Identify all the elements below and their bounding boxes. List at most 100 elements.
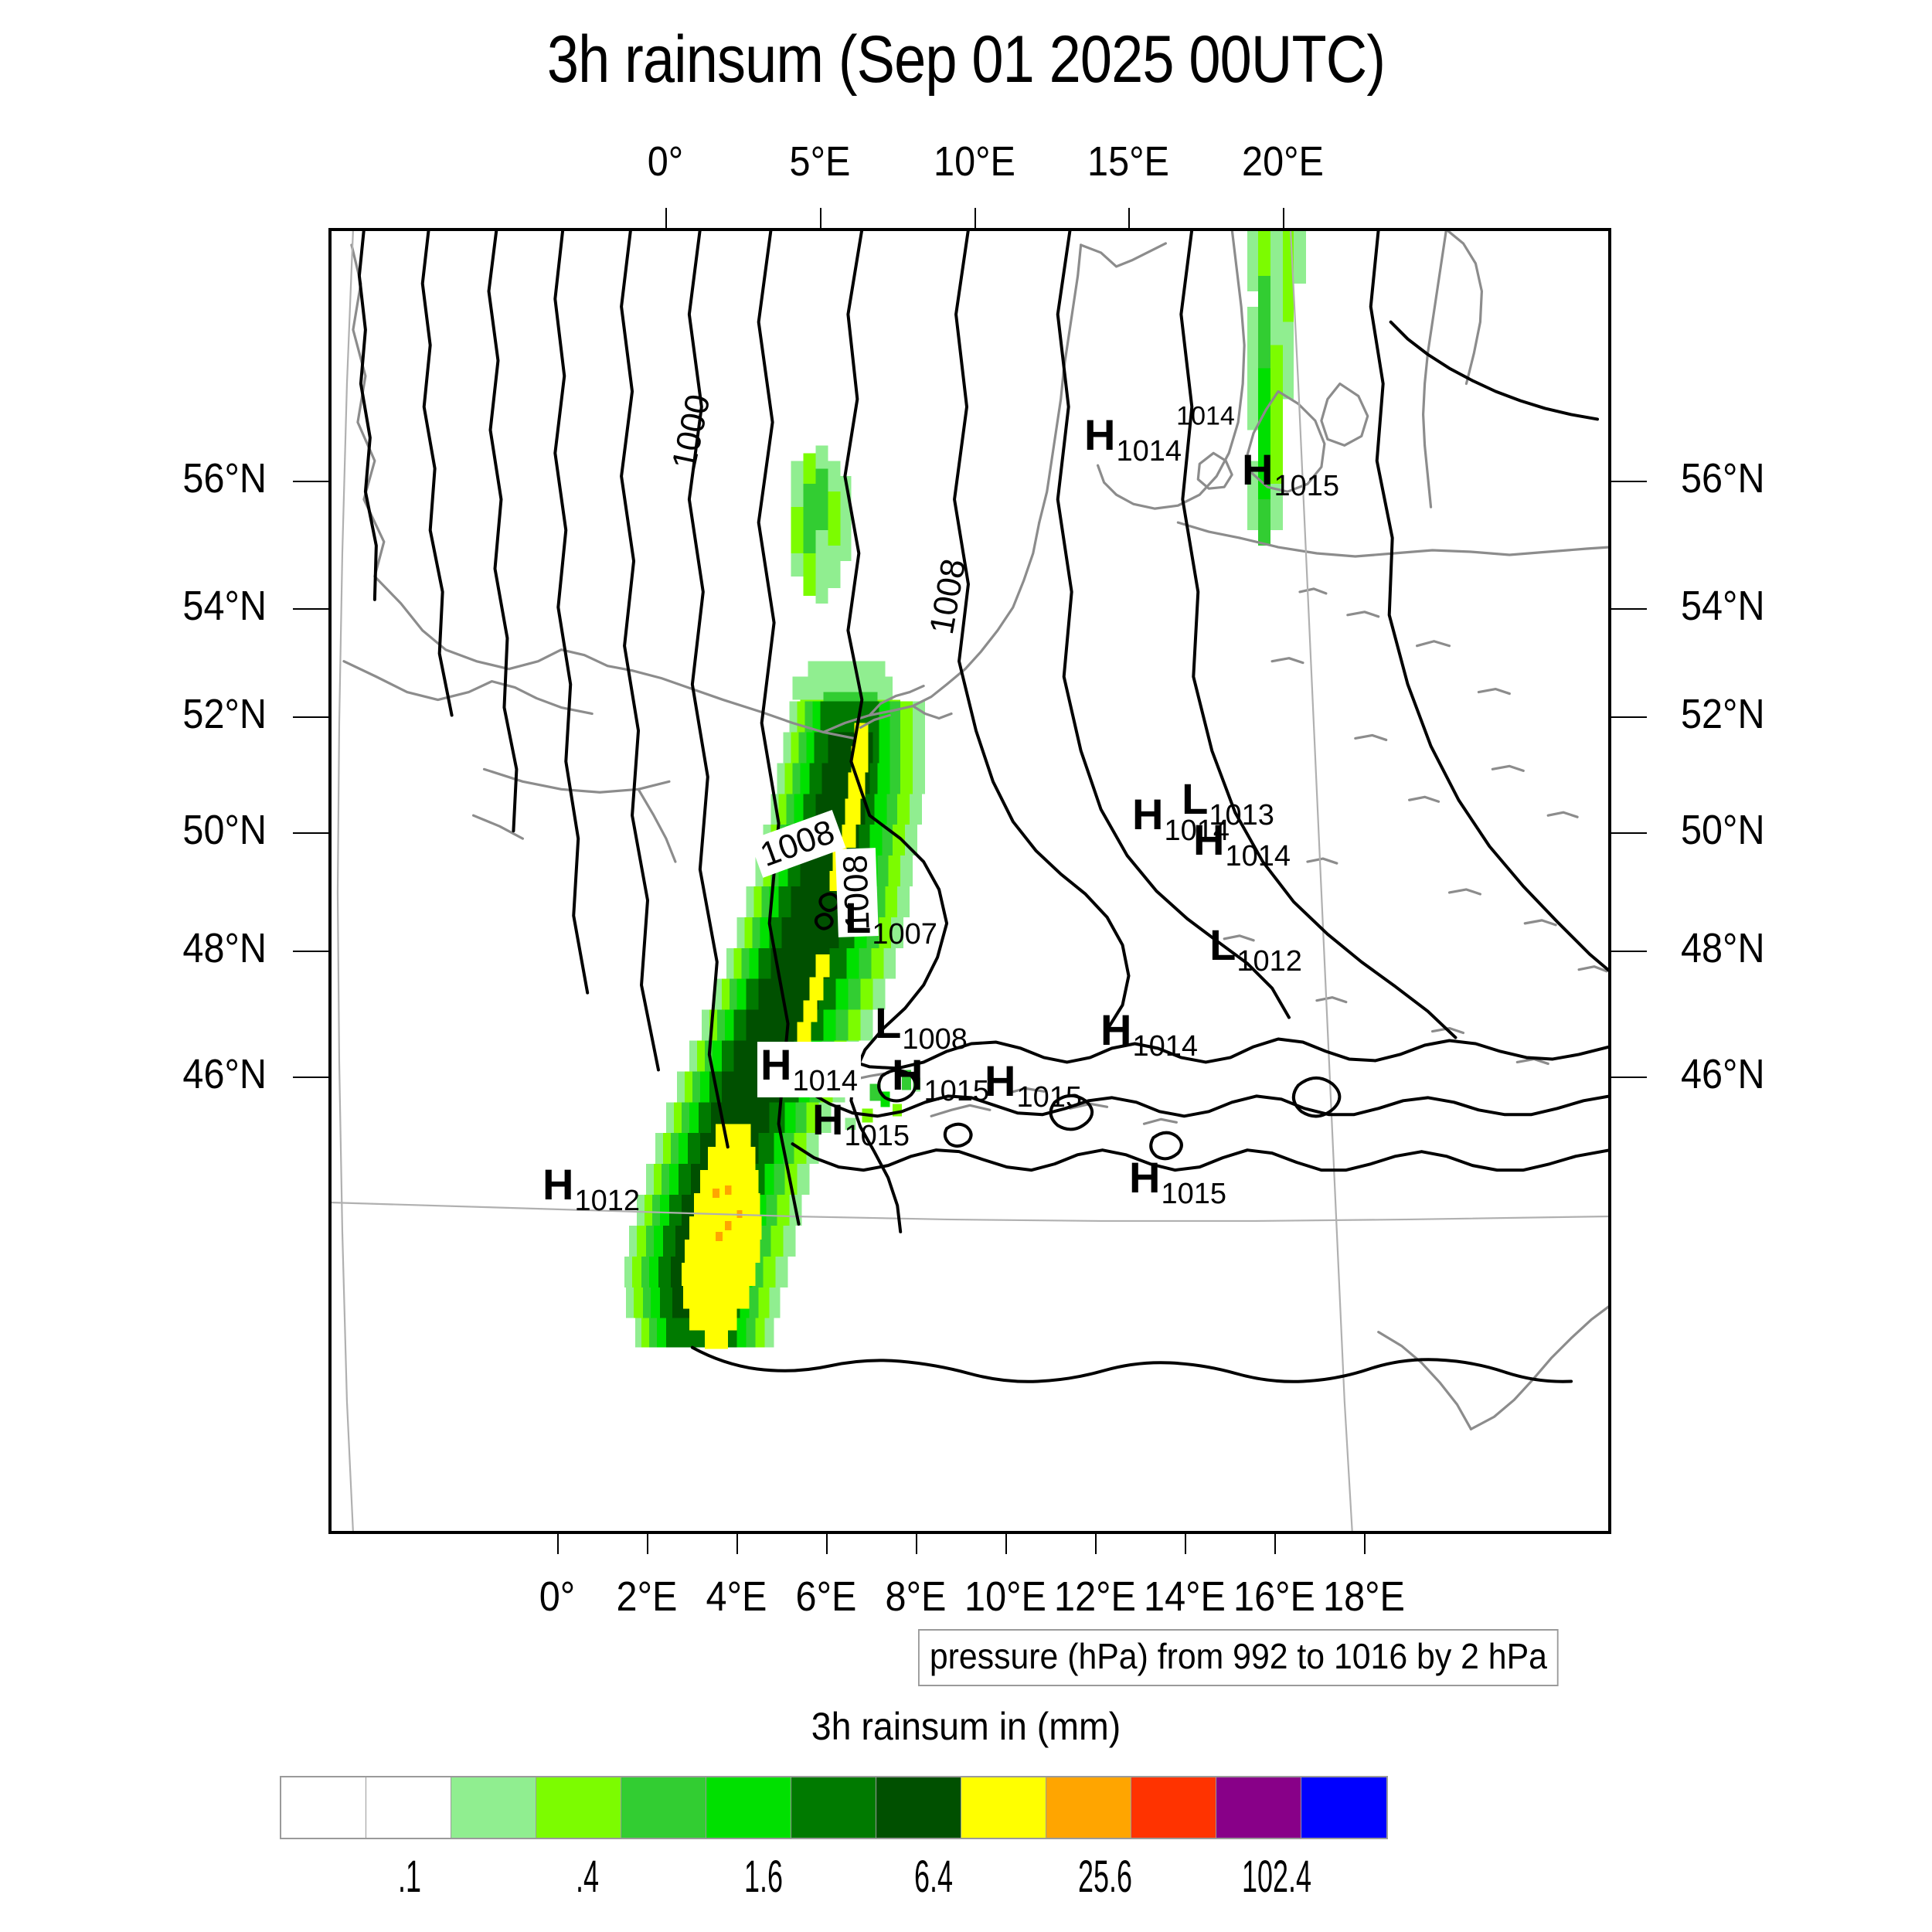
left-lat-label-1: 54°N	[182, 583, 267, 629]
bottom-tick-2	[736, 1534, 738, 1554]
pressure-marker-value: 1013	[1209, 799, 1274, 832]
pressure-marker-l-1013-2: L1013	[1182, 774, 1274, 832]
pressure-marker-symbol: H	[985, 1056, 1016, 1105]
colorbar-cell-9	[1046, 1777, 1131, 1838]
right-lat-label-1: 54°N	[1681, 583, 1765, 629]
right-lat-tick-3	[1611, 832, 1647, 834]
right-lat-label-2: 52°N	[1681, 691, 1765, 737]
pressure-marker-symbol: L	[1182, 774, 1209, 823]
colorbar-cell-12	[1301, 1777, 1386, 1838]
bottom-axis-label-8: 16°E	[1233, 1573, 1315, 1620]
pressure-marker-symbol: L	[845, 893, 872, 942]
colorbar-cell-11	[1216, 1777, 1301, 1838]
bottom-axis-label-6: 12°E	[1054, 1573, 1136, 1620]
left-lat-tick-0	[293, 481, 328, 482]
colorbar-cell-2	[451, 1777, 536, 1838]
colorbar	[280, 1776, 1388, 1839]
pressure-marker-value: 1015	[923, 1075, 989, 1107]
bottom-tick-9	[1364, 1534, 1366, 1554]
left-lat-label-3: 50°N	[182, 807, 267, 853]
pressure-marker-value: 1014	[792, 1065, 858, 1097]
right-lat-label-5: 46°N	[1681, 1051, 1765, 1097]
right-lat-tick-5	[1611, 1077, 1647, 1078]
colorbar-cell-0	[281, 1777, 366, 1838]
pressure-marker-h-1015-1: H1015	[1242, 448, 1339, 502]
pressure-marker-h-1014-0: H1014	[1084, 410, 1182, 468]
colorbar-title: 3h rainsum in (mm)	[811, 1705, 1121, 1748]
pressure-caption: pressure (hPa) from 992 to 1016 by 2 hPa	[918, 1629, 1559, 1686]
bottom-axis-label-5: 10°E	[964, 1573, 1046, 1620]
top-axis-label-1: 5°E	[789, 138, 851, 185]
bottom-axis-label-1: 2°E	[616, 1573, 678, 1620]
colorbar-cell-8	[961, 1777, 1046, 1838]
pressure-marker-symbol: H	[760, 1040, 792, 1089]
pressure-marker-value: 1008	[902, 1023, 968, 1056]
map-canvas	[330, 230, 1610, 1532]
bottom-axis-label-9: 18°E	[1323, 1573, 1405, 1620]
colorbar-cell-6	[791, 1777, 876, 1838]
colorbar-label-4: 25.6	[1077, 1852, 1132, 1902]
pressure-marker-value: 1015	[1274, 470, 1339, 502]
pressure-marker-h-1015-12: H1015	[812, 1098, 910, 1151]
colorbar-cell-3	[536, 1777, 621, 1838]
colorbar-cell-4	[621, 1777, 706, 1838]
pressure-marker-value: 1014	[1116, 435, 1182, 468]
colorbar-label-3: 6.4	[913, 1852, 953, 1902]
map-plot-area: 1000 1008 1008 1008 1014 H1014 H1015 L1013 H101…	[328, 228, 1611, 1534]
pressure-marker-symbol: H	[892, 1050, 923, 1099]
colorbar-label-2: 1.6	[743, 1852, 783, 1902]
pressure-marker-value: 1015	[844, 1120, 910, 1152]
pressure-marker-h-1014-8: H1014	[1100, 1009, 1198, 1062]
bottom-axis-label-2: 4°E	[706, 1573, 767, 1620]
left-lat-label-2: 52°N	[182, 691, 267, 737]
pressure-marker-symbol: H	[1084, 410, 1116, 459]
isobar-layer	[357, 230, 1610, 1383]
bottom-tick-4	[916, 1534, 917, 1554]
graticule	[330, 230, 1610, 1532]
right-lat-label-4: 48°N	[1681, 925, 1765, 971]
top-tick-1	[820, 208, 821, 228]
left-lat-label-4: 48°N	[182, 925, 267, 971]
bottom-axis-label-4: 8°E	[885, 1573, 947, 1620]
pressure-marker-h-1015-13: H1015	[1129, 1156, 1226, 1209]
pressure-marker-value: 1012	[1236, 945, 1302, 978]
top-axis-label-0: 0°	[647, 138, 684, 185]
top-tick-4	[1283, 208, 1284, 228]
pressure-marker-value: 1014	[1225, 840, 1291, 872]
pressure-marker-h-1015-10: H1015	[892, 1050, 989, 1107]
bottom-tick-0	[557, 1534, 559, 1554]
pressure-marker-symbol: H	[812, 1095, 844, 1144]
bottom-tick-3	[826, 1534, 828, 1554]
pressure-marker-value: 1007	[872, 918, 937, 951]
pressure-marker-h-1015-11: H1015	[985, 1060, 1082, 1113]
right-lat-tick-1	[1611, 608, 1647, 610]
colorbar-cell-10	[1131, 1777, 1216, 1838]
pressure-marker-symbol: L	[1209, 920, 1236, 969]
colorbar-cell-1	[366, 1777, 451, 1838]
top-axis-label-3: 15°E	[1087, 138, 1169, 185]
left-lat-tick-4	[293, 951, 328, 952]
right-lat-tick-0	[1611, 481, 1647, 482]
colorbar-label-0: .1	[398, 1852, 421, 1902]
pressure-marker-symbol: H	[1100, 1005, 1132, 1054]
top-tick-0	[665, 208, 667, 228]
left-lat-tick-2	[293, 716, 328, 718]
bottom-tick-6	[1095, 1534, 1097, 1554]
right-lat-tick-4	[1611, 951, 1647, 952]
top-axis-label-2: 10°E	[934, 138, 1015, 185]
pressure-marker-symbol: H	[1132, 790, 1164, 838]
pressure-marker-h-1014-3: H1014	[1132, 790, 1230, 846]
pressure-marker-h-1012-14: H1012	[543, 1163, 640, 1216]
bottom-tick-5	[1005, 1534, 1007, 1554]
pressure-marker-h-1014-9: H1014	[757, 1042, 861, 1097]
pressure-marker-h-1014-4: H1014	[1193, 818, 1291, 872]
pressure-marker-symbol: H	[543, 1160, 574, 1209]
left-lat-tick-1	[293, 608, 328, 610]
bottom-tick-1	[647, 1534, 648, 1554]
right-lat-label-3: 50°N	[1681, 807, 1765, 853]
colorbar-label-1: .4	[576, 1852, 599, 1902]
pressure-marker-l-1012-6: L1012	[1209, 920, 1302, 978]
bottom-axis-label-0: 0°	[539, 1573, 576, 1620]
colorbar-label-5: 102.4	[1242, 1852, 1311, 1902]
